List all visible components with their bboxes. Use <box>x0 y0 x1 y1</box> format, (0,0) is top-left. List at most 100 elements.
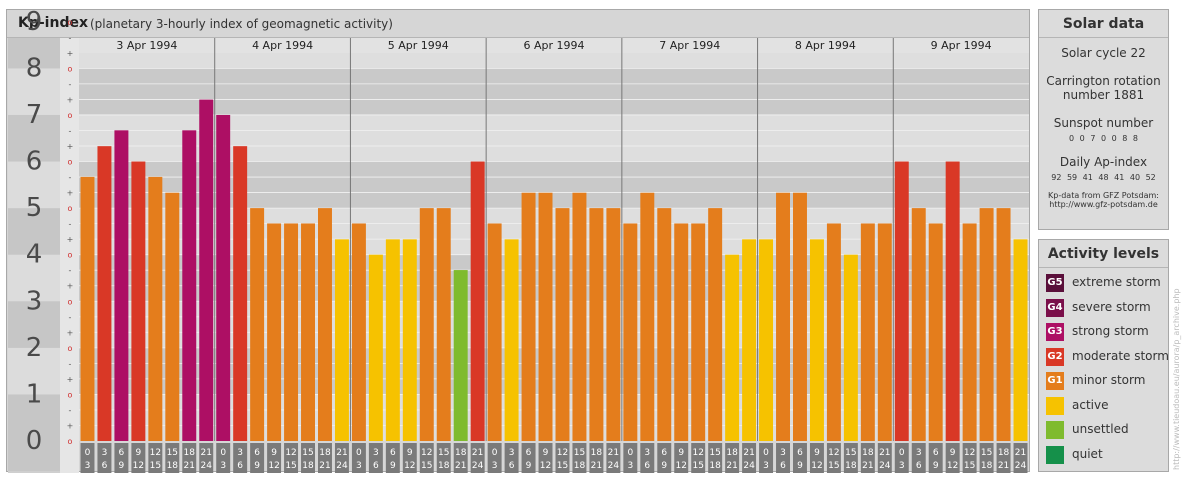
y-axis: 0 1 2 3 4 5 6 7 8 9 o + - o + - o + - o + - o + - o + - o + - o + - o + - o <box>8 10 79 473</box>
kp-bar <box>436 208 451 441</box>
interval-end-label: 12 <box>404 461 415 471</box>
interval-end-label: 12 <box>947 461 958 471</box>
kp-bar <box>589 208 604 441</box>
legend-label: quiet <box>1072 446 1103 461</box>
interval-cell <box>487 443 502 473</box>
interval-end-label: 15 <box>150 461 161 471</box>
kp-bars <box>80 99 1028 442</box>
day-labels: 3 Apr 1994 4 Apr 1994 5 Apr 1994 6 Apr 1994… <box>79 38 1029 441</box>
interval-cell <box>131 443 146 473</box>
interval-cell <box>877 443 892 473</box>
interval-start-label: 0 <box>899 448 905 458</box>
interval-cell <box>80 443 95 473</box>
day-label: 4 Apr 1994 <box>252 39 313 52</box>
interval-end-label: 15 <box>964 461 975 471</box>
data-source-link[interactable]: http://www.gfz-potsdam.de <box>1049 200 1158 209</box>
kp-bar <box>962 223 977 441</box>
interval-cell <box>368 443 383 473</box>
interval-start-label: 21 <box>743 448 754 458</box>
kp-bar <box>776 192 790 441</box>
interval-start-label: 6 <box>390 448 396 458</box>
interval-start-label: 3 <box>102 448 108 458</box>
kp-chart-panel: Kp-index (planetary 3-hourly index of ge… <box>6 9 1030 473</box>
interval-end-label: 18 <box>302 461 314 471</box>
kp-bar <box>691 223 706 441</box>
interval-start-label: 6 <box>797 448 803 458</box>
minor-tick-label: o <box>68 158 73 167</box>
interval-cell <box>233 443 248 473</box>
kp-bar <box>928 223 943 441</box>
interval-cell <box>826 443 841 473</box>
interval-cell <box>250 443 265 473</box>
interval-cell <box>419 443 434 473</box>
interval-cell <box>521 443 536 473</box>
interval-cell <box>623 443 638 473</box>
interval-cell <box>945 443 960 473</box>
interval-cell <box>606 443 621 473</box>
kp-bar <box>826 223 841 441</box>
interval-cell <box>436 443 451 473</box>
kp-bar <box>606 208 621 441</box>
band-8 <box>79 53 1029 69</box>
minor-tick-label: o <box>68 344 73 353</box>
minor-tick-label: + <box>67 95 74 104</box>
interval-end-label: 18 <box>981 461 993 471</box>
minor-tick-column <box>60 38 79 473</box>
minor-tick-label: + <box>67 375 74 384</box>
interval-start-label: 21 <box>472 448 483 458</box>
interval-start-label: 12 <box>828 448 839 458</box>
kp-bar <box>148 176 163 441</box>
day-label: 8 Apr 1994 <box>795 39 856 52</box>
kp-bar <box>1013 239 1028 441</box>
legend-swatch <box>1046 396 1064 415</box>
kp-bar <box>657 208 672 441</box>
kp-bar <box>199 99 214 442</box>
interval-end-label: 3 <box>899 461 905 471</box>
legend-swatch: G4 <box>1046 298 1064 317</box>
interval-end-label: 24 <box>336 461 348 471</box>
interval-end-label: 9 <box>390 461 396 471</box>
interval-cell <box>97 443 112 473</box>
day-header-row <box>79 38 1029 53</box>
minor-tick-label: - <box>69 220 72 229</box>
kp-bar <box>301 223 315 441</box>
kp-bar <box>708 208 723 441</box>
interval-start-label: 15 <box>302 448 313 458</box>
chart-title: Kp-index <box>18 15 88 31</box>
interval-cell <box>555 443 570 473</box>
interval-end-label: 6 <box>644 461 650 471</box>
interval-cell <box>979 443 994 473</box>
minor-tick-label: o <box>68 204 73 213</box>
interval-start-label: 3 <box>644 448 650 458</box>
minor-tick-label: o <box>68 111 73 120</box>
interval-end-label: 9 <box>661 461 667 471</box>
interval-start-label: 21 <box>336 448 347 458</box>
kp-bar <box>368 254 383 441</box>
y-tick-label: 3 <box>26 286 43 316</box>
y-band-3 <box>8 254 60 302</box>
sunspot-values: 0 0 7 0 0 8 8 <box>1069 134 1138 143</box>
solar-cycle: Solar cycle 22 <box>1061 46 1146 60</box>
y-band-8 <box>8 38 60 69</box>
kp-bar <box>351 223 366 441</box>
interval-start-label: 0 <box>763 448 769 458</box>
interval-cell <box>843 443 858 473</box>
interval-cell <box>216 443 231 473</box>
kp-bar <box>470 161 485 442</box>
interval-end-label: 21 <box>184 461 195 471</box>
interval-start-label: 18 <box>726 448 738 458</box>
carrington-line-2: number 1881 <box>1062 88 1145 102</box>
interval-end-label: 18 <box>574 461 586 471</box>
y-tick-label: 5 <box>26 193 43 223</box>
minor-tick-label: o <box>68 390 73 399</box>
legend-swatch: G1 <box>1046 372 1064 390</box>
interval-end-label: 9 <box>797 461 803 471</box>
minor-tick-label: + <box>67 328 74 337</box>
interval-cell <box>996 443 1011 473</box>
interval-start-label: 0 <box>220 448 226 458</box>
y-tick-label: 6 <box>26 147 43 177</box>
interval-end-label: 18 <box>167 461 179 471</box>
chart-subtitle: (planetary 3-hourly index of geomagnetic… <box>90 17 393 31</box>
interval-end-label: 15 <box>285 461 296 471</box>
interval-start-label: 21 <box>201 448 212 458</box>
